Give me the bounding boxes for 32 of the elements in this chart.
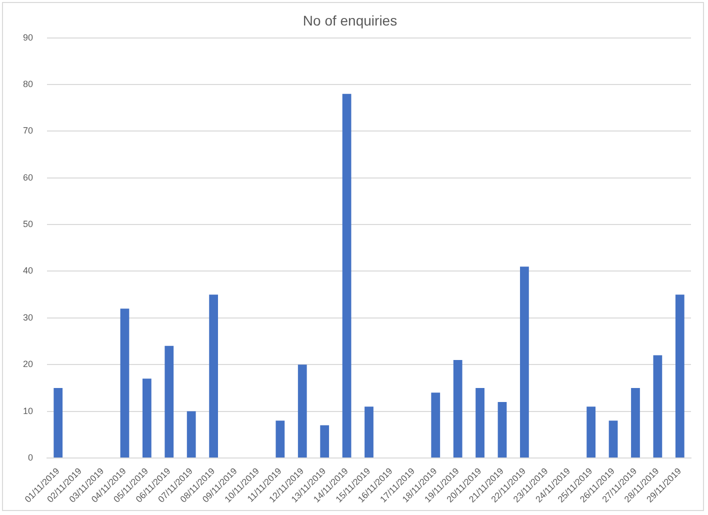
y-tick-label: 50: [22, 219, 34, 230]
bar: [631, 388, 640, 458]
bar: [142, 378, 152, 458]
y-tick-label: 90: [22, 32, 34, 42]
y-tick-label: 80: [22, 78, 34, 89]
y-tick-label: 0: [28, 452, 34, 462]
bar: [320, 425, 330, 458]
bar: [364, 406, 374, 458]
bar: [586, 406, 596, 458]
bar: [120, 308, 130, 458]
bar: [54, 388, 63, 458]
bar: [342, 94, 352, 458]
bar: [298, 364, 307, 458]
y-tick-label: 20: [22, 359, 34, 370]
y-tick-label: 60: [22, 172, 34, 182]
y-tick-label: 70: [22, 126, 34, 136]
bar: [164, 346, 174, 458]
bar: [498, 402, 507, 458]
bar: [186, 411, 196, 458]
bar: [653, 355, 662, 458]
bar: [608, 420, 618, 458]
chart-title: No of enquiries: [302, 12, 398, 28]
bar: [520, 266, 529, 458]
bar: [276, 420, 285, 458]
bar: [476, 388, 484, 458]
y-tick-label: 10: [22, 406, 34, 416]
bar: [453, 360, 462, 458]
y-tick-label: 30: [22, 312, 34, 322]
bar: [431, 392, 440, 458]
bar: [675, 294, 684, 458]
y-tick-label: 40: [22, 266, 34, 276]
bar: [209, 294, 218, 458]
